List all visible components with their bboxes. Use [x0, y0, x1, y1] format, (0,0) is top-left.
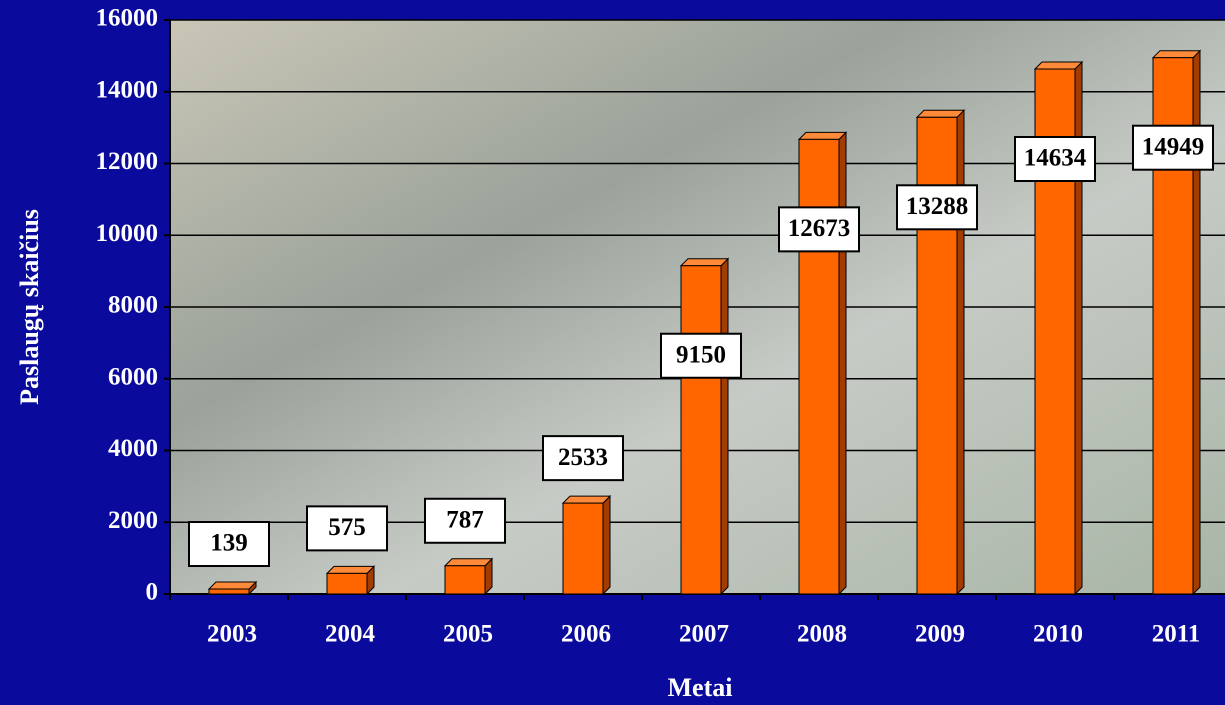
x-tick-label: 2011 — [1152, 621, 1201, 648]
bar-top — [1033, 61, 1084, 70]
y-tick-label: 8000 — [108, 292, 158, 319]
value-label: 575 — [328, 514, 366, 541]
bar-side — [602, 494, 611, 596]
y-tick-label: 14000 — [96, 76, 159, 103]
y-tick-label: 2000 — [108, 507, 158, 534]
bar-top — [679, 258, 730, 267]
value-label-box — [896, 184, 978, 231]
value-label-box — [306, 505, 388, 552]
bar-top — [1151, 50, 1202, 59]
x-tick-label: 2009 — [915, 621, 965, 648]
value-label-box — [660, 332, 742, 379]
x-tick-label: 2007 — [679, 621, 729, 648]
value-label-box — [424, 497, 506, 544]
x-tick-label: 2004 — [325, 621, 376, 648]
value-label: 14949 — [1142, 133, 1205, 160]
x-tick-label: 2005 — [443, 621, 493, 648]
value-label-box — [1014, 136, 1096, 183]
bar-top — [325, 565, 376, 574]
value-label: 787 — [446, 507, 484, 534]
bar-side — [720, 257, 729, 596]
value-label-box — [1132, 124, 1214, 171]
bar-top — [561, 495, 612, 504]
bar — [208, 588, 250, 595]
bar-side — [956, 109, 965, 596]
bar — [680, 265, 722, 595]
x-axis-title: Metai — [668, 673, 733, 702]
value-label: 9150 — [676, 341, 726, 368]
bar-top — [443, 558, 494, 567]
bar — [562, 502, 604, 595]
y-tick-label: 4000 — [108, 435, 158, 462]
value-label: 139 — [210, 530, 248, 557]
y-tick-label: 6000 — [108, 363, 158, 390]
y-tick-label: 16000 — [96, 5, 159, 32]
y-tick-label: 10000 — [96, 220, 159, 247]
y-tick-label: 0 — [146, 579, 159, 606]
bar — [444, 565, 486, 595]
value-label: 12673 — [788, 215, 851, 242]
bar — [326, 572, 368, 595]
value-label-box — [778, 206, 860, 253]
value-label-box — [188, 521, 270, 568]
x-tick-label: 2010 — [1033, 621, 1083, 648]
y-axis-title: Paslaugų skaičius — [15, 209, 44, 405]
y-tick-label: 12000 — [96, 148, 159, 175]
bar-top — [915, 109, 966, 118]
value-label: 13288 — [906, 193, 969, 220]
x-tick-label: 2006 — [561, 621, 611, 648]
value-label: 14634 — [1024, 145, 1087, 172]
bar-top — [797, 131, 848, 140]
x-tick-label: 2008 — [797, 621, 847, 648]
bar-top — [207, 581, 258, 590]
bar-side — [838, 131, 847, 596]
value-label-box — [542, 435, 624, 482]
value-label: 2533 — [558, 444, 608, 471]
x-tick-label: 2003 — [207, 621, 257, 648]
